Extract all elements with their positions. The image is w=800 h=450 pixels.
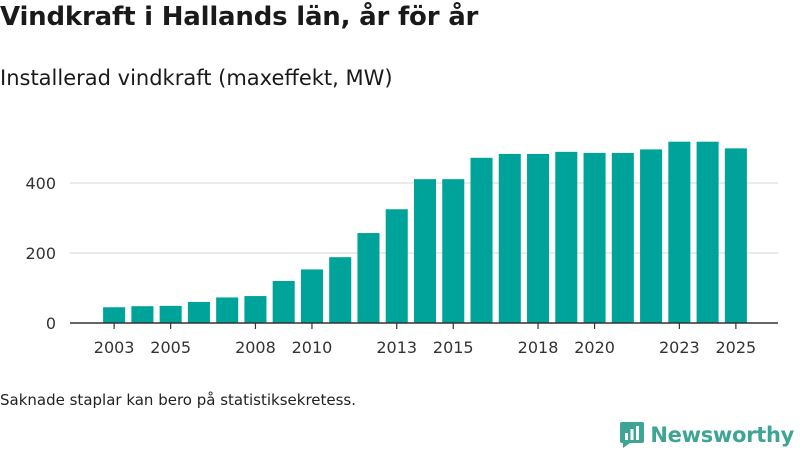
bar-2017 [498, 153, 521, 323]
x-tick-label: 2008 [235, 338, 276, 357]
x-tick-label: 2005 [150, 338, 191, 357]
bar-2019 [555, 151, 578, 323]
x-tick-label: 2013 [376, 338, 417, 357]
bar-2024 [696, 141, 719, 323]
bar-2012 [357, 233, 380, 323]
bar-2018 [527, 153, 550, 323]
x-tick-label: 2023 [659, 338, 700, 357]
bar-2025 [724, 148, 747, 323]
bar-2023 [668, 141, 691, 323]
chart-title: Vindkraft i Hallands län, år för år [0, 2, 479, 32]
bar-2008 [244, 296, 267, 323]
bar-2020 [583, 152, 606, 323]
bar-2011 [329, 257, 352, 323]
x-tick-label: 2015 [433, 338, 474, 357]
bar-2016 [470, 157, 493, 323]
y-tick-label: 400 [25, 174, 56, 193]
bar-2015 [442, 179, 465, 323]
x-tick-label: 2025 [716, 338, 757, 357]
bar-chart: 0 200 400 2003 2005 2008 2010 2013 2015 2018 2020 2… [25, 141, 778, 357]
bar-2006 [187, 302, 210, 323]
bar-2021 [611, 152, 634, 323]
x-tick-label: 2018 [518, 338, 559, 357]
footnote: Saknade staplar kan bero på statistiksek… [0, 391, 357, 409]
bar-2013 [385, 209, 408, 323]
bar-2007 [216, 297, 239, 323]
bar-2014 [413, 179, 437, 323]
newsworthy-chart-icon [620, 422, 645, 448]
bar-2004 [131, 306, 154, 323]
brand-name: Newsworthy [650, 423, 794, 447]
newsworthy-logo: Newsworthy [620, 421, 794, 449]
axes: 0 200 400 2003 2005 2008 2010 2013 2015 2018 2020 2… [25, 174, 778, 357]
bar-2022 [640, 149, 663, 323]
x-tick-label: 2020 [574, 338, 615, 357]
bar-2009 [272, 281, 295, 323]
bars [103, 141, 747, 323]
bar-2005 [159, 305, 182, 323]
y-tick-label: 0 [46, 314, 56, 333]
bar-2010 [300, 269, 323, 323]
x-tick-label: 2003 [94, 338, 135, 357]
chart-subtitle: Installerad vindkraft (maxeffekt, MW) [0, 66, 393, 90]
x-tick-label: 2010 [292, 338, 333, 357]
y-tick-label: 200 [25, 244, 56, 263]
bar-2003 [103, 307, 126, 323]
